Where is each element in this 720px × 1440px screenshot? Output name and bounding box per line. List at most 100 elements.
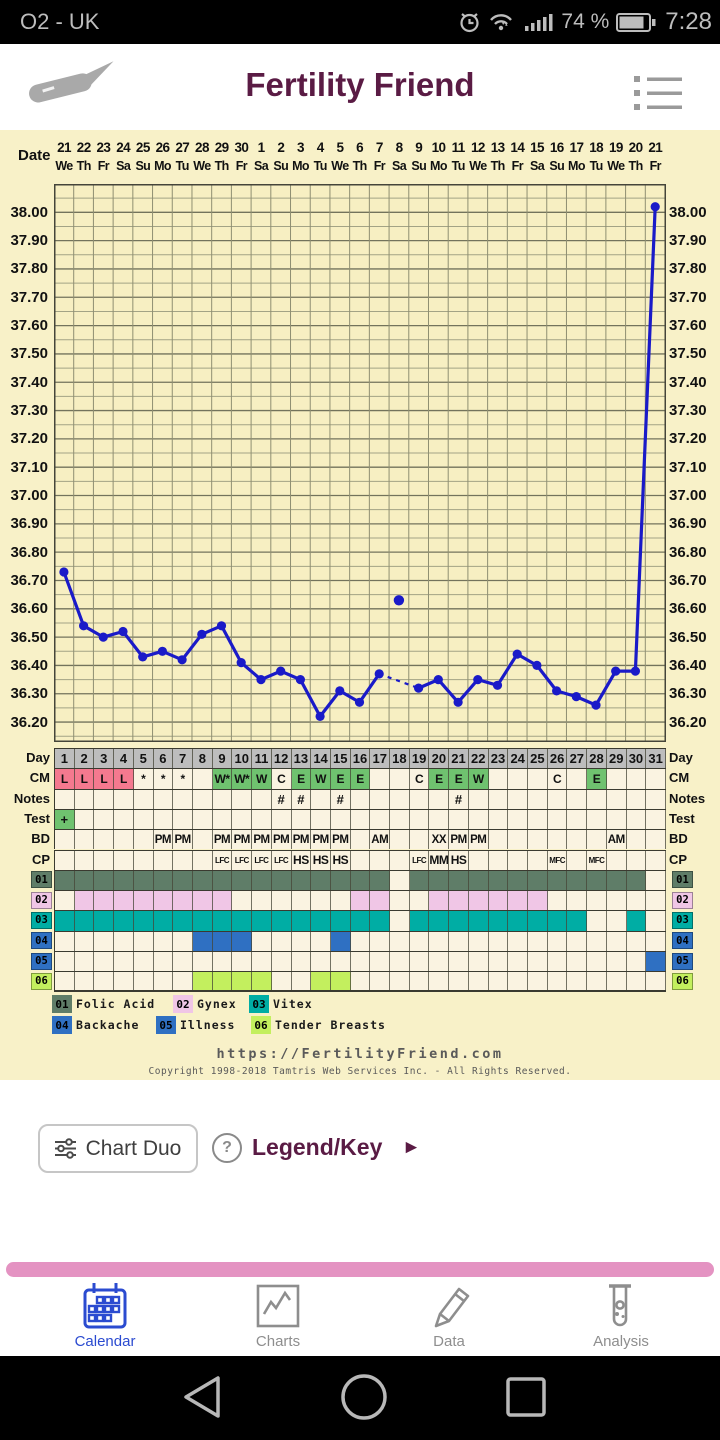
med-01-cell [606, 870, 627, 891]
day-cell[interactable]: 20 [429, 749, 450, 769]
temp-dot [295, 675, 305, 685]
day-cell[interactable]: 5 [133, 749, 154, 769]
med-04-cell [75, 931, 95, 951]
cp-cell [567, 850, 588, 870]
med-01-cell [528, 870, 548, 891]
day-cell[interactable]: 13 [291, 749, 312, 769]
day-cell[interactable]: 9 [212, 749, 233, 769]
legend-key-arrow-icon[interactable]: ► [402, 1137, 421, 1158]
date-header-cell: 17 [569, 140, 584, 155]
chart-duo-button[interactable]: Chart Duo [38, 1124, 198, 1173]
bbt-plot[interactable] [54, 184, 666, 742]
med-04-cell [370, 931, 391, 951]
med-06-cell [429, 972, 450, 990]
day-cell[interactable]: 25 [528, 749, 548, 769]
temp-axis-label: 36.90 [10, 515, 48, 533]
nav-item-analysis[interactable]: Analysis [551, 1281, 691, 1350]
date-header-cell: 19 [608, 140, 623, 155]
test-cell [213, 809, 233, 830]
med-row-badge: 01 [672, 871, 693, 889]
help-icon[interactable]: ? [212, 1133, 242, 1163]
day-cell[interactable]: 26 [547, 749, 568, 769]
day-cell[interactable]: 24 [508, 749, 529, 769]
day-cell[interactable]: 21 [449, 749, 469, 769]
med-03-cell [626, 911, 647, 931]
day-cell[interactable]: 30 [626, 749, 647, 769]
temp-axis-label: 36.90 [669, 515, 707, 533]
bd-cell: PM [311, 830, 331, 850]
day-cell[interactable]: 3 [94, 749, 115, 769]
day-cell[interactable]: 12 [271, 749, 292, 769]
day-cell[interactable]: 11 [252, 749, 272, 769]
nav-item-calendar[interactable]: Calendar [35, 1281, 175, 1350]
bd-cell [508, 830, 529, 850]
day-cell[interactable]: 2 [74, 749, 95, 769]
notes-cell [390, 789, 410, 809]
day-cell[interactable]: 31 [646, 749, 666, 769]
temp-axis-label: 37.10 [10, 458, 48, 476]
cp-cell [390, 850, 410, 870]
footer-copyright: Copyright 1998-2018 Tamtris Web Services… [148, 1066, 572, 1077]
day-cell[interactable]: 22 [468, 749, 489, 769]
med-05-cell [390, 952, 410, 972]
table-row-test: + [54, 808, 666, 830]
cm-cell [627, 769, 647, 789]
day-cell[interactable]: 7 [173, 749, 193, 769]
bd-cell: AM [607, 830, 627, 850]
table-row-cm: L L L L * * * W* W* W C E W E E C E E W C E [54, 768, 666, 789]
day-cell[interactable]: 29 [606, 749, 627, 769]
promo-banner-strip[interactable] [6, 1262, 714, 1277]
day-cell[interactable]: 6 [153, 749, 174, 769]
med-02-cell [607, 891, 627, 911]
med-06-cell [311, 972, 331, 990]
date-header-cell: 28 [195, 140, 209, 155]
med-04-cell [646, 931, 666, 951]
day-cell[interactable]: 23 [488, 749, 509, 769]
android-nav-bar [0, 1356, 720, 1440]
day-cell[interactable]: 1 [55, 749, 75, 769]
day-cell[interactable]: 15 [330, 749, 351, 769]
day-cell[interactable]: 10 [232, 749, 253, 769]
day-cell[interactable]: 16 [350, 749, 371, 769]
med-05-cell [508, 952, 529, 972]
weekday-header-cell: Su [273, 159, 289, 173]
back-button[interactable] [184, 1376, 220, 1418]
weekday-header-cell: We [55, 159, 73, 173]
med-06-cell [292, 972, 312, 990]
nav-item-charts[interactable]: Charts [208, 1281, 348, 1350]
weekday-header-cell: Su [549, 159, 565, 173]
menu-icon[interactable] [634, 75, 684, 111]
day-cell[interactable]: 8 [192, 749, 213, 769]
day-cell[interactable]: 19 [409, 749, 430, 769]
day-cell[interactable]: 4 [114, 749, 134, 769]
nav-item-data[interactable]: Data [379, 1281, 519, 1350]
day-cell[interactable]: 28 [587, 749, 607, 769]
med-02-cell [468, 891, 489, 911]
notes-cell [528, 789, 548, 809]
row-label-cp: CP [669, 851, 688, 867]
day-cell[interactable]: 27 [567, 749, 588, 769]
temp-axis-label: 37.50 [10, 345, 48, 363]
day-cell[interactable]: 17 [370, 749, 391, 769]
notes-cell [508, 789, 529, 809]
day-cell[interactable]: 14 [311, 749, 331, 769]
cp-cell [489, 850, 509, 870]
home-button[interactable] [341, 1374, 387, 1420]
med-05-cell [55, 952, 75, 972]
temp-dot [473, 675, 483, 685]
notes-cell [607, 789, 627, 809]
med-03-cell [488, 911, 509, 931]
weekday-header-cell: Fr [97, 159, 110, 173]
temp-axis-label: 36.30 [10, 685, 48, 703]
test-cell [429, 809, 450, 830]
day-cell[interactable]: 18 [390, 749, 410, 769]
med-05-cell [469, 952, 489, 972]
med-row-badge: 01 [31, 871, 52, 889]
bd-cell [114, 830, 134, 850]
med-05-cell [311, 952, 331, 972]
legend-key-link[interactable]: Legend/Key [252, 1134, 383, 1160]
recents-button[interactable] [506, 1377, 546, 1417]
app-title: Fertility Friend [245, 66, 475, 103]
med-04-cell [173, 931, 193, 951]
med-06-cell [627, 972, 647, 990]
